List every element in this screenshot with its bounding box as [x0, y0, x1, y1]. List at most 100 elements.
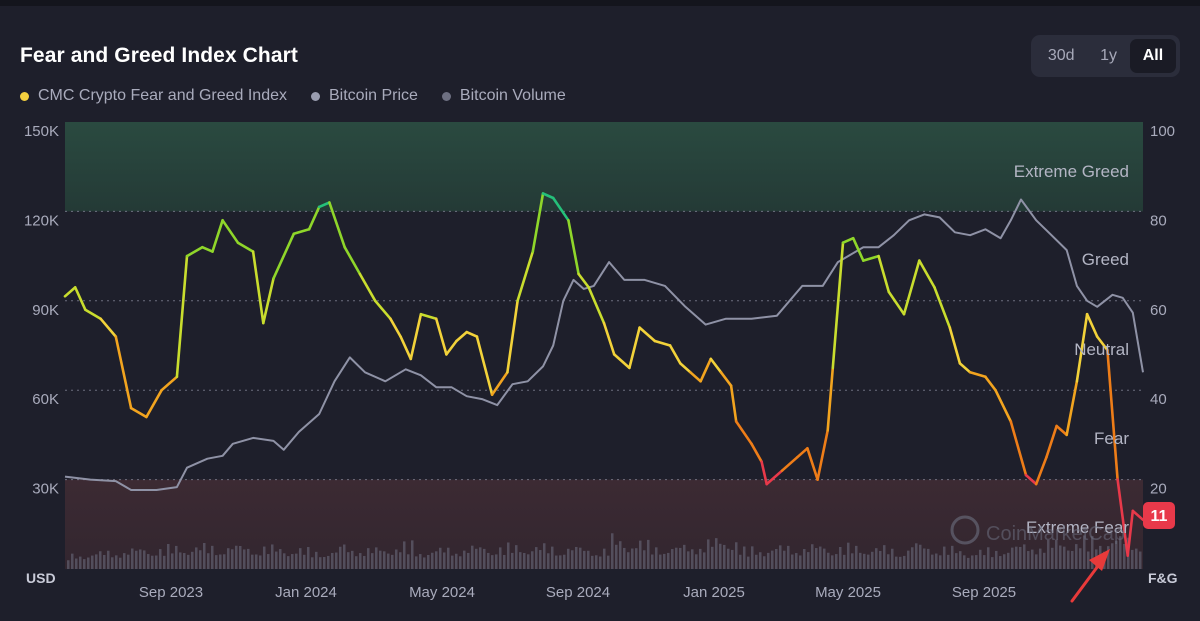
volume-bar	[627, 552, 630, 569]
bitcoin-price-line	[64, 198, 1144, 491]
volume-bar	[195, 547, 198, 569]
volume-bar	[919, 544, 922, 569]
volume-bar	[1075, 544, 1078, 569]
volume-bar	[543, 543, 546, 569]
volume-bar	[223, 554, 226, 569]
volume-bar	[315, 551, 318, 569]
volume-bar	[843, 554, 846, 569]
fear-greed-segment	[577, 272, 591, 289]
fear-greed-segment	[160, 375, 179, 392]
volume-bar	[791, 554, 794, 569]
fear-greed-segment	[251, 250, 265, 325]
top-strip	[0, 0, 1200, 6]
fear-greed-segment	[968, 370, 987, 379]
fear-greed-segment	[317, 201, 331, 209]
volume-bar	[955, 553, 958, 569]
volume-bar	[779, 545, 782, 569]
volume-bar	[783, 550, 786, 569]
volume-bar	[231, 549, 234, 569]
fear-greed-segment	[175, 254, 189, 379]
legend-dot-bitcoin-price	[311, 91, 320, 101]
volume-bar	[727, 548, 730, 569]
volume-bar	[959, 551, 962, 569]
volume-bar	[191, 551, 194, 569]
range-30d-button[interactable]: 30d	[1047, 47, 1075, 64]
fear-greed-segment	[399, 335, 413, 361]
volume-bar	[411, 540, 414, 569]
current-value-badge	[1143, 502, 1175, 529]
fear-greed-segment	[1085, 312, 1099, 338]
zone-label: Extreme Fear	[1026, 518, 1129, 537]
volume-bar	[111, 557, 114, 569]
volume-bar	[151, 555, 154, 569]
volume-bar	[115, 555, 118, 569]
range-all-button[interactable]: All	[1129, 39, 1176, 73]
x-axis-tick: May 2024	[409, 584, 475, 601]
volume-bar	[759, 552, 762, 569]
volume-bar	[639, 540, 642, 569]
legend-item-bitcoin-price[interactable]: Bitcoin Price	[311, 87, 418, 105]
volume-bar	[875, 548, 878, 569]
volume-bar	[691, 549, 694, 569]
x-axis-tick: May 2025	[815, 584, 881, 601]
volume-bar	[83, 559, 86, 569]
volume-bar	[927, 548, 930, 569]
volume-bar	[603, 548, 606, 569]
fear-greed-segment	[307, 205, 321, 231]
volume-bar	[463, 550, 466, 569]
range-1y-button[interactable]: 1y	[1100, 47, 1118, 64]
volume-bar	[1015, 546, 1018, 569]
volume-bar	[751, 546, 754, 569]
volume-bar	[243, 549, 246, 569]
volume-bar	[75, 558, 78, 569]
volume-bar	[555, 555, 558, 569]
volume-bar	[859, 552, 862, 569]
volume-bar	[95, 554, 98, 569]
volume-bar	[1031, 549, 1034, 569]
range-toggle: 30d 1y All	[1031, 35, 1180, 77]
volume-bar	[123, 553, 126, 569]
volume-bar	[943, 546, 946, 569]
volume-bar	[663, 553, 666, 569]
volume-bar	[1019, 546, 1022, 569]
volume-bar	[535, 547, 538, 569]
volume-bar	[371, 553, 374, 569]
fear-greed-segment	[343, 245, 362, 276]
volume-bar	[823, 548, 826, 569]
volume-bar	[571, 550, 574, 569]
volume-bar	[71, 553, 74, 569]
fear-greed-segment	[185, 245, 204, 258]
volume-bar	[443, 552, 446, 569]
volume-bar	[375, 547, 378, 569]
legend-dot-bitcoin-volume	[441, 91, 451, 101]
fear-greed-segment	[780, 455, 799, 473]
fear-greed-segment	[689, 370, 702, 383]
volume-bar	[131, 548, 134, 569]
volume-bar	[667, 552, 670, 569]
volume-bar	[475, 548, 478, 569]
legend-item-bitcoin-volume[interactable]: Bitcoin Volume	[441, 87, 566, 105]
volume-bar	[179, 552, 182, 569]
x-axis-tick: Sep 2023	[139, 584, 203, 601]
volume-bar	[415, 556, 418, 569]
chart-title: Fear and Greed Index Chart	[20, 44, 299, 67]
volume-bar	[551, 546, 554, 569]
watermark: CoinMarketCap	[950, 515, 1125, 545]
fear-greed-segment	[434, 317, 448, 356]
chart-legend: CMC Crypto Fear and Greed Index Bitcoin …	[20, 87, 566, 105]
volume-bar	[1139, 551, 1142, 569]
volume-bar	[367, 548, 370, 569]
volume-bar	[383, 551, 386, 569]
volume-bar	[159, 549, 162, 569]
fear-greed-segment	[272, 232, 296, 280]
volume-bar	[867, 554, 870, 569]
volume-bar	[423, 557, 426, 569]
volume-bar	[1063, 546, 1066, 569]
volume-bar	[835, 554, 838, 569]
legend-item-fear-greed[interactable]: CMC Crypto Fear and Greed Index	[20, 87, 287, 105]
volume-bar	[515, 545, 518, 569]
volume-bar	[431, 552, 434, 569]
fear-greed-segment	[129, 406, 148, 419]
volume-bar	[1043, 552, 1046, 569]
volume-bar	[907, 550, 910, 569]
